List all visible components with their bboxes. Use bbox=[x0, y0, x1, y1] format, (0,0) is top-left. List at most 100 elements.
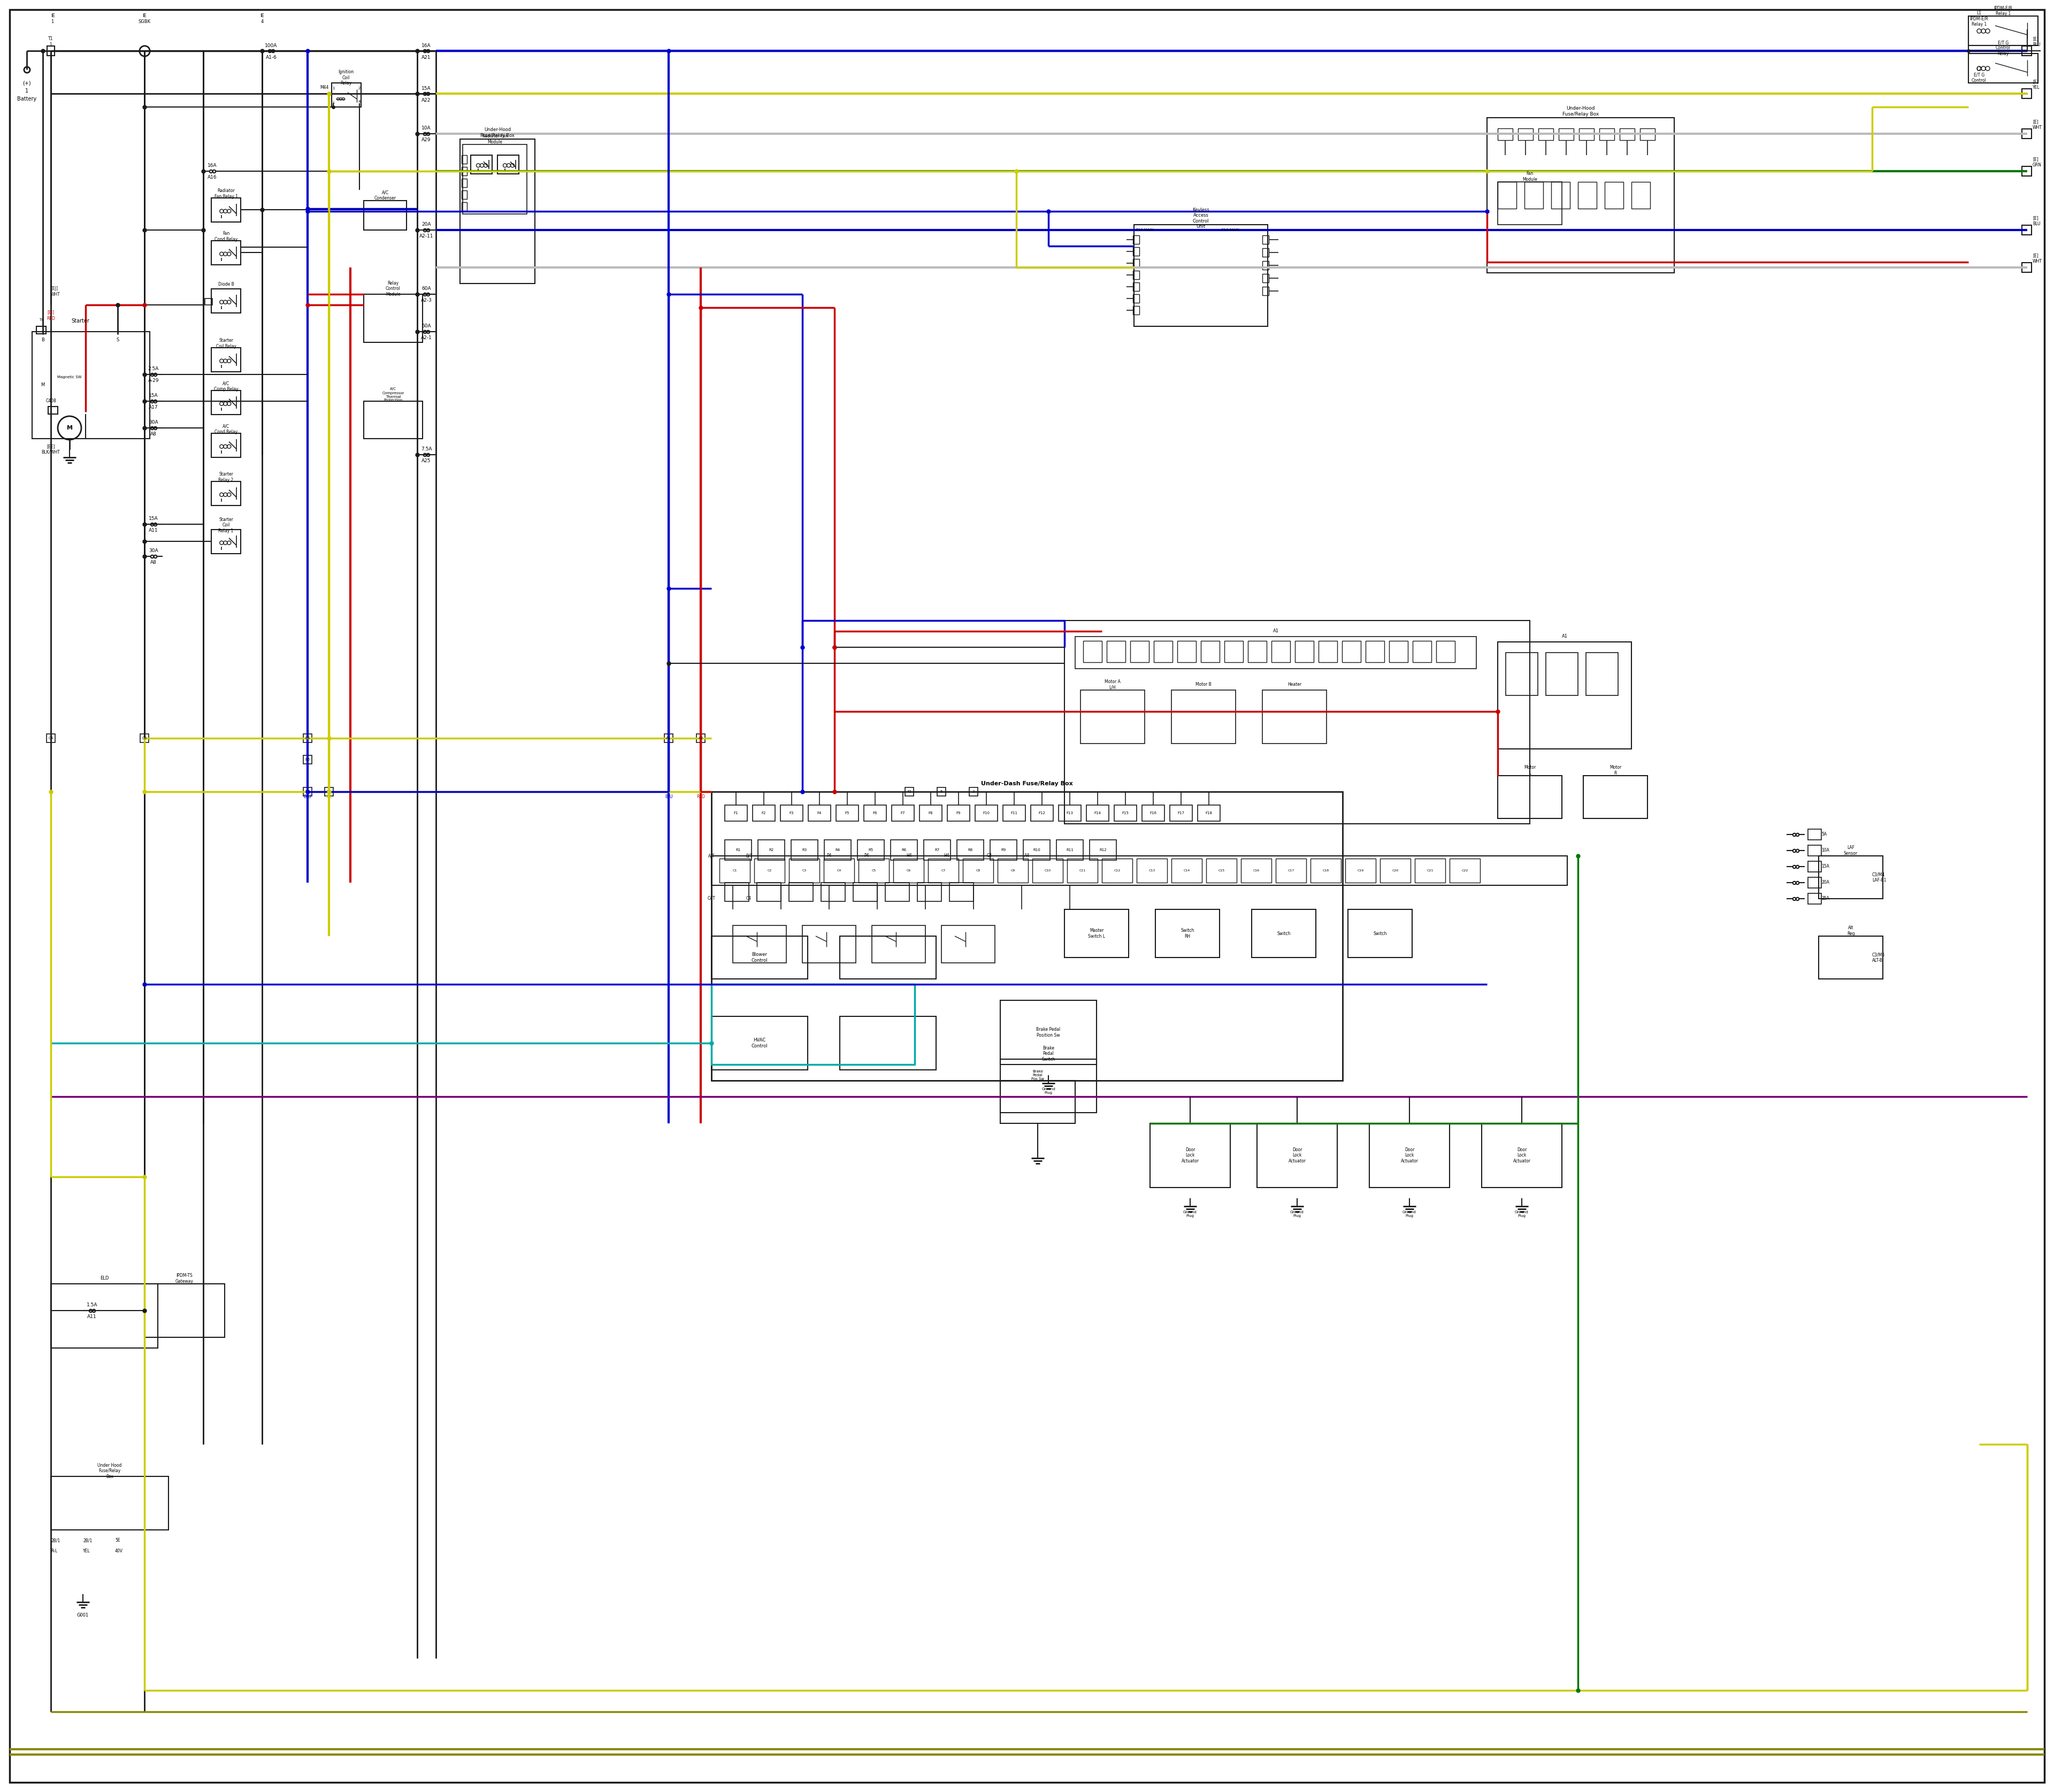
Bar bbox=[1586, 652, 1619, 695]
Bar bbox=[1251, 909, 1317, 957]
Text: C1: C1 bbox=[733, 869, 737, 873]
Text: Master
Switch L: Master Switch L bbox=[1089, 928, 1105, 939]
Text: B6: B6 bbox=[306, 758, 310, 762]
Text: E/T G
Control
Relay: E/T G Control Relay bbox=[1996, 39, 2011, 56]
Bar bbox=[364, 294, 423, 342]
Text: F12: F12 bbox=[1039, 812, 1045, 815]
Text: F10: F10 bbox=[984, 812, 990, 815]
Bar bbox=[803, 925, 857, 962]
Bar bbox=[212, 530, 240, 554]
Text: C3/M5
ALT-B: C3/M5 ALT-B bbox=[1871, 952, 1886, 962]
Text: Blower
Control: Blower Control bbox=[752, 952, 768, 962]
Text: C16: C16 bbox=[1253, 869, 1259, 873]
Bar bbox=[1276, 858, 1306, 883]
Bar bbox=[1968, 54, 2038, 82]
Bar bbox=[920, 805, 943, 821]
Text: C10: C10 bbox=[1043, 869, 1052, 873]
Bar bbox=[976, 805, 998, 821]
Text: A11: A11 bbox=[86, 1315, 97, 1319]
Bar bbox=[1639, 129, 1656, 140]
Bar bbox=[1134, 306, 1140, 315]
Text: Brake
Pedal
Switch: Brake Pedal Switch bbox=[1041, 1047, 1056, 1063]
Text: 5: 5 bbox=[941, 790, 943, 794]
Text: F7: F7 bbox=[900, 812, 906, 815]
Bar bbox=[1518, 129, 1532, 140]
Bar bbox=[1436, 642, 1454, 663]
Bar bbox=[1580, 129, 1594, 140]
Text: Door
Lock
Actuator: Door Lock Actuator bbox=[1181, 1147, 1200, 1163]
Bar bbox=[1257, 1124, 1337, 1188]
Text: F15: F15 bbox=[1121, 812, 1130, 815]
Bar bbox=[304, 735, 312, 742]
Text: S: S bbox=[117, 337, 119, 342]
Text: YEL: YEL bbox=[82, 1548, 90, 1554]
Text: F3: F3 bbox=[789, 812, 795, 815]
Bar bbox=[1134, 224, 1267, 326]
Text: Starter
Relay 2: Starter Relay 2 bbox=[218, 471, 234, 482]
Bar bbox=[331, 82, 362, 108]
Text: 42: 42 bbox=[908, 790, 912, 794]
Text: 3: 3 bbox=[972, 790, 976, 794]
Text: C5: C5 bbox=[871, 869, 875, 873]
Bar bbox=[789, 858, 820, 883]
Bar bbox=[840, 935, 937, 978]
Text: A/C
Comp Relay: A/C Comp Relay bbox=[214, 382, 238, 391]
Text: Radiator Fan
Module: Radiator Fan Module bbox=[483, 134, 507, 145]
Text: R9: R9 bbox=[1000, 848, 1006, 851]
Bar bbox=[304, 754, 312, 763]
Bar bbox=[1577, 181, 1596, 208]
Bar bbox=[859, 858, 889, 883]
Bar bbox=[1559, 129, 1573, 140]
Text: Starter
Coil Relay: Starter Coil Relay bbox=[216, 339, 236, 349]
Text: 30A: 30A bbox=[148, 419, 158, 425]
Text: C7: C7 bbox=[941, 869, 945, 873]
Bar bbox=[1089, 840, 1115, 860]
Bar bbox=[325, 787, 333, 796]
Bar bbox=[1087, 805, 1109, 821]
Text: A21: A21 bbox=[421, 56, 431, 59]
Text: F13: F13 bbox=[1066, 812, 1074, 815]
Text: 4: 4 bbox=[357, 100, 362, 104]
Bar bbox=[1056, 840, 1082, 860]
Text: 30A: 30A bbox=[148, 548, 158, 554]
Text: F4: F4 bbox=[817, 812, 822, 815]
Text: C4: C4 bbox=[746, 896, 752, 901]
Text: [E]
WHT: [E] WHT bbox=[2033, 253, 2042, 263]
Text: 60A: 60A bbox=[421, 287, 431, 292]
Bar bbox=[949, 883, 974, 901]
Bar bbox=[891, 840, 918, 860]
Bar bbox=[822, 883, 844, 901]
Bar bbox=[1134, 247, 1140, 256]
Bar bbox=[1600, 129, 1614, 140]
Bar bbox=[2021, 47, 2031, 56]
Text: 59: 59 bbox=[306, 790, 310, 794]
Bar bbox=[47, 47, 55, 56]
Text: 15A: 15A bbox=[148, 516, 158, 521]
Text: A/C
Compressor
Thermal
Protection: A/C Compressor Thermal Protection bbox=[382, 387, 405, 401]
Text: F18: F18 bbox=[1206, 812, 1212, 815]
Bar bbox=[725, 840, 752, 860]
Bar bbox=[47, 407, 58, 414]
Bar bbox=[1031, 805, 1054, 821]
Bar bbox=[2021, 90, 2031, 99]
Text: A8: A8 bbox=[150, 432, 156, 437]
Bar bbox=[1134, 294, 1140, 303]
Text: R-L: R-L bbox=[51, 1548, 58, 1554]
Text: C12: C12 bbox=[1113, 869, 1119, 873]
Text: 2.5A: 2.5A bbox=[148, 367, 158, 371]
Text: F1: F1 bbox=[733, 812, 737, 815]
Bar bbox=[1263, 274, 1269, 283]
Bar bbox=[212, 482, 240, 505]
Text: 3: 3 bbox=[333, 102, 335, 106]
Text: HVAC
Control: HVAC Control bbox=[752, 1038, 768, 1048]
Bar bbox=[1347, 909, 1413, 957]
Bar bbox=[1808, 894, 1822, 903]
Bar bbox=[212, 391, 240, 414]
Text: Diode B: Diode B bbox=[218, 281, 234, 287]
Bar bbox=[1808, 862, 1822, 873]
Text: C4: C4 bbox=[986, 853, 992, 858]
Bar bbox=[1497, 181, 1561, 224]
Text: Keyless
Access
Control
Unit: Keyless Access Control Unit bbox=[1193, 208, 1210, 229]
Text: Door
Lock
Actuator: Door Lock Actuator bbox=[1514, 1147, 1530, 1163]
Bar bbox=[711, 792, 1343, 1081]
